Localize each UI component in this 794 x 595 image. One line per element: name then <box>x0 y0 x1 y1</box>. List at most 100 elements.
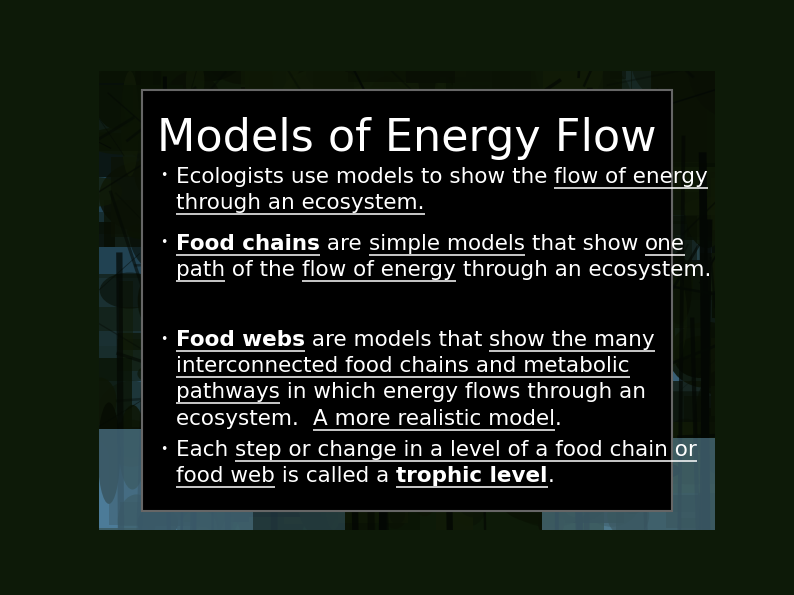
Bar <box>646 123 719 224</box>
Bar <box>333 246 424 338</box>
Bar <box>525 151 592 191</box>
Bar <box>426 288 499 332</box>
Ellipse shape <box>430 208 491 277</box>
Bar <box>218 95 254 161</box>
Ellipse shape <box>318 209 346 296</box>
Ellipse shape <box>733 485 794 520</box>
Ellipse shape <box>168 388 229 455</box>
Ellipse shape <box>163 120 191 155</box>
Ellipse shape <box>494 236 539 308</box>
Ellipse shape <box>659 327 746 342</box>
Bar <box>480 429 553 471</box>
Bar <box>493 109 565 166</box>
Ellipse shape <box>171 368 212 384</box>
Ellipse shape <box>390 505 405 524</box>
Ellipse shape <box>589 0 623 51</box>
Bar <box>262 385 289 469</box>
Bar <box>297 109 352 155</box>
Ellipse shape <box>488 346 548 404</box>
Ellipse shape <box>276 229 334 339</box>
Bar <box>577 156 607 195</box>
Bar <box>387 0 476 51</box>
Text: is called a: is called a <box>275 466 396 486</box>
Ellipse shape <box>353 350 399 430</box>
Ellipse shape <box>197 464 224 532</box>
Bar <box>542 29 574 66</box>
Text: step or change in a level of a food chain or: step or change in a level of a food chai… <box>235 440 697 460</box>
Ellipse shape <box>473 87 515 130</box>
Bar <box>482 249 540 346</box>
Ellipse shape <box>688 10 770 117</box>
Bar <box>158 192 197 221</box>
Bar <box>707 80 769 172</box>
Bar <box>312 459 376 549</box>
Ellipse shape <box>194 527 212 543</box>
Bar <box>457 367 533 467</box>
Ellipse shape <box>592 118 646 231</box>
Bar <box>598 210 673 250</box>
Bar <box>718 455 734 476</box>
Ellipse shape <box>643 462 680 479</box>
Ellipse shape <box>196 400 252 442</box>
Bar <box>388 266 414 360</box>
Ellipse shape <box>306 166 340 257</box>
Bar <box>232 220 323 248</box>
Bar <box>563 370 601 448</box>
Bar <box>492 57 541 121</box>
Ellipse shape <box>283 68 367 117</box>
Ellipse shape <box>387 82 463 186</box>
Bar <box>71 488 87 515</box>
Ellipse shape <box>236 466 307 552</box>
Bar <box>707 145 784 242</box>
Bar <box>646 260 711 328</box>
Ellipse shape <box>363 76 409 167</box>
Bar <box>434 245 460 350</box>
Ellipse shape <box>176 396 202 487</box>
Ellipse shape <box>732 285 752 303</box>
Ellipse shape <box>252 302 327 359</box>
Ellipse shape <box>322 384 372 493</box>
Ellipse shape <box>243 154 264 214</box>
Bar <box>249 117 291 140</box>
Ellipse shape <box>698 465 734 543</box>
Ellipse shape <box>161 71 224 150</box>
Bar <box>637 262 717 358</box>
Ellipse shape <box>537 440 617 522</box>
Ellipse shape <box>726 312 794 359</box>
Bar <box>98 528 140 549</box>
Bar <box>352 371 370 430</box>
Bar <box>653 71 671 121</box>
Text: .: . <box>548 466 554 486</box>
Ellipse shape <box>384 266 444 335</box>
Ellipse shape <box>450 259 489 335</box>
Text: through an ecosystem.: through an ecosystem. <box>176 193 425 213</box>
Ellipse shape <box>231 374 281 412</box>
Ellipse shape <box>178 2 204 55</box>
Ellipse shape <box>700 144 749 176</box>
Ellipse shape <box>491 123 529 222</box>
Ellipse shape <box>595 72 633 140</box>
Bar <box>651 55 723 163</box>
Bar <box>626 148 670 245</box>
Ellipse shape <box>559 463 588 517</box>
Bar <box>206 22 277 67</box>
Ellipse shape <box>306 55 368 90</box>
Bar <box>671 422 742 493</box>
Ellipse shape <box>277 256 349 319</box>
Text: that show: that show <box>525 234 645 254</box>
Bar <box>629 309 662 365</box>
Bar <box>583 199 613 298</box>
Ellipse shape <box>245 289 277 361</box>
Text: food web: food web <box>176 466 275 486</box>
Ellipse shape <box>279 70 371 168</box>
Ellipse shape <box>379 22 440 71</box>
Bar <box>401 226 427 274</box>
Bar <box>708 291 727 386</box>
Bar <box>229 421 322 517</box>
Bar <box>586 159 604 231</box>
Bar <box>468 189 524 288</box>
Ellipse shape <box>457 275 516 296</box>
Ellipse shape <box>437 115 490 230</box>
Text: through an ecosystem.: through an ecosystem. <box>456 260 711 280</box>
Bar <box>565 450 624 523</box>
